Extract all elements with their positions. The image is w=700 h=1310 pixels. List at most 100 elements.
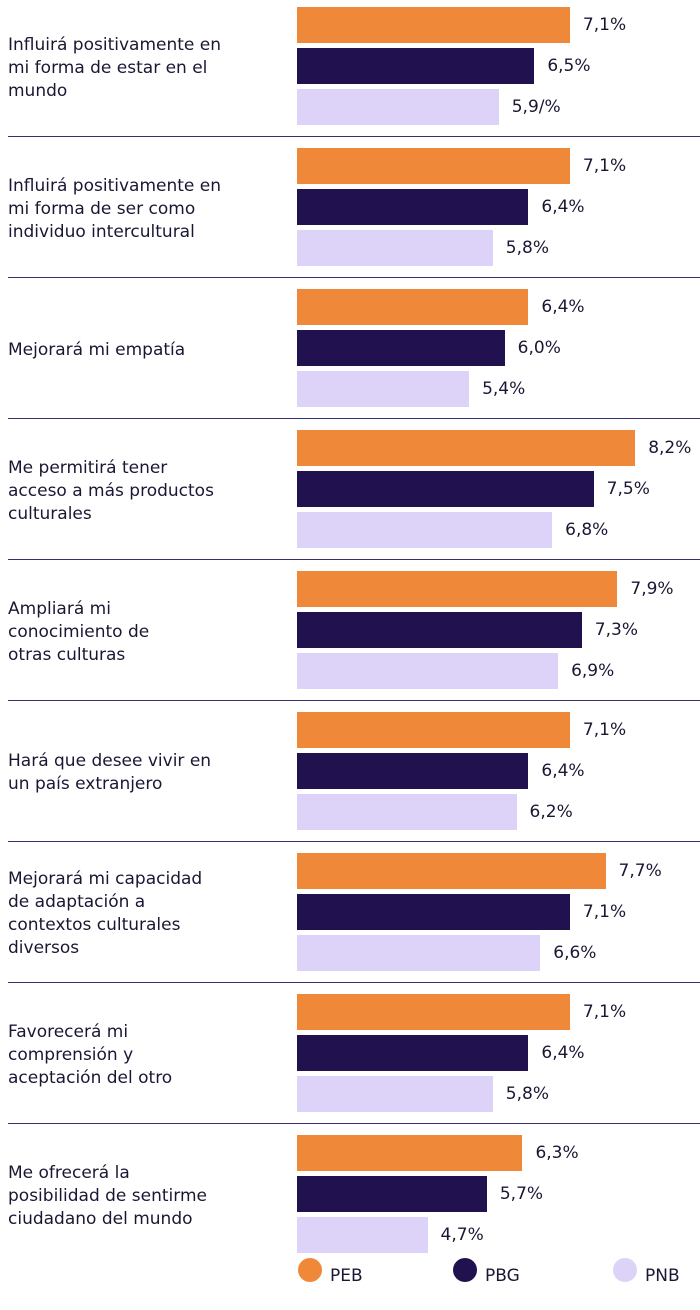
category-line: Favorecerá mi — [8, 1021, 129, 1042]
category-line: Influirá positivamente en — [8, 34, 221, 55]
category-line: Hará que desee vivir en — [8, 751, 212, 771]
legend-label: PEB — [330, 1266, 363, 1286]
bar — [297, 430, 636, 466]
value-label: 6,3% — [535, 1143, 579, 1163]
legend-swatch — [298, 1258, 322, 1282]
separator — [8, 277, 700, 278]
bar — [297, 1217, 428, 1253]
legend-swatch — [453, 1258, 477, 1282]
value-label: 7,1% — [582, 1002, 627, 1022]
value-label: 5,4% — [482, 379, 526, 399]
category-line: ciudadano del mundo — [8, 1208, 193, 1229]
category-line: un país extranjero — [8, 774, 163, 794]
bar — [297, 612, 582, 648]
category-label: Hará que desee vivir en un país extranjer… — [8, 750, 288, 796]
bar — [297, 712, 570, 748]
bar — [297, 894, 570, 930]
bar — [297, 994, 570, 1030]
bar — [297, 1135, 523, 1171]
bar — [297, 371, 470, 407]
legend-swatch — [613, 1258, 637, 1282]
category-line: contextos culturales — [8, 915, 181, 935]
value-label: 5,7% — [499, 1184, 544, 1204]
separator — [8, 418, 700, 419]
bar — [297, 1035, 529, 1071]
category-line: acceso a más productos — [8, 480, 214, 501]
separator — [8, 1123, 700, 1124]
category-line: culturales — [8, 503, 92, 524]
category-line: mundo — [8, 80, 68, 101]
bar — [297, 653, 559, 689]
category-line: de adaptación a — [8, 892, 146, 912]
separator — [8, 982, 700, 983]
category-line: Influirá positivamente en — [8, 175, 221, 196]
bar — [297, 512, 553, 548]
category-line: Me ofrecerá la — [8, 1162, 130, 1183]
value-label: 7,9% — [630, 579, 674, 599]
bar — [297, 189, 529, 225]
bar — [297, 7, 570, 43]
bar — [297, 330, 505, 366]
value-label: 5,8% — [505, 238, 549, 258]
value-label: 6,4% — [541, 761, 585, 781]
value-label: 6,5% — [547, 56, 591, 76]
bar — [297, 794, 517, 830]
separator — [8, 700, 700, 701]
bar — [297, 230, 493, 266]
value-label: 7,5% — [606, 479, 650, 499]
value-label: 7,1% — [582, 15, 627, 35]
category-label: Favorecerá mi comprensión y aceptación del… — [8, 1021, 288, 1090]
value-label: 6,4% — [541, 297, 585, 317]
legend-label: PNB — [645, 1266, 680, 1286]
category-label: Influirá positivamente en mi forma de ser… — [8, 175, 288, 244]
separator — [8, 841, 700, 842]
value-label: 6,0% — [517, 338, 561, 358]
bar — [297, 1076, 493, 1112]
legend-label: PBG — [485, 1266, 520, 1286]
category-label: Influirá positivamente en mi forma de est… — [8, 34, 288, 103]
category-label: Mejorará mi empatía — [8, 339, 288, 362]
category-label: Me ofrecerá la posibilidad de sentirme ciu… — [8, 1162, 288, 1231]
category-label: Ampliará mi conocimiento de otras culturas — [8, 598, 288, 667]
bar — [297, 571, 618, 607]
bar — [297, 1176, 487, 1212]
value-label: 7,3% — [594, 620, 638, 640]
bar — [297, 289, 529, 325]
value-label: 6,2% — [529, 802, 573, 822]
bar — [297, 89, 499, 125]
category-line: aceptación del otro — [8, 1067, 173, 1088]
bar — [297, 935, 541, 971]
category-line: Ampliará mi — [8, 598, 111, 619]
value-label: 6,4% — [541, 1043, 585, 1063]
value-label: 6,4% — [541, 197, 585, 217]
value-label: 4,7% — [440, 1225, 484, 1245]
category-line: Mejorará mi empatía — [8, 339, 186, 360]
bar — [297, 48, 535, 84]
bar — [297, 753, 529, 789]
value-label: 7,7% — [618, 861, 662, 881]
category-line: conocimiento de — [8, 621, 150, 642]
bar — [297, 148, 570, 184]
value-label: 7,1% — [582, 156, 627, 176]
separator — [8, 559, 700, 560]
category-line: otras culturas — [8, 644, 126, 665]
bar — [297, 471, 594, 507]
category-label: Mejorará mi capacidad de adaptación a cont… — [8, 868, 288, 960]
value-label: 6,6% — [553, 943, 597, 963]
category-line: posibilidad de sentirme — [8, 1185, 207, 1206]
category-line: diversos — [8, 938, 80, 958]
category-line: individuo intercultural — [8, 221, 195, 242]
value-label: 6,8% — [565, 520, 609, 540]
category-label: Me permitirá tener acceso a más productos… — [8, 457, 288, 526]
value-label: 7,1% — [582, 720, 627, 740]
category-line: Me permitirá tener — [8, 457, 168, 478]
category-line: mi forma de estar en el — [8, 57, 208, 78]
separator — [8, 136, 700, 137]
bar — [297, 853, 606, 889]
value-label: 5,9/% — [511, 97, 561, 117]
value-label: 8,2% — [648, 438, 692, 458]
value-label: 6,9% — [571, 661, 615, 681]
value-label: 5,8% — [505, 1084, 549, 1104]
category-line: Mejorará mi capacidad — [8, 869, 203, 889]
